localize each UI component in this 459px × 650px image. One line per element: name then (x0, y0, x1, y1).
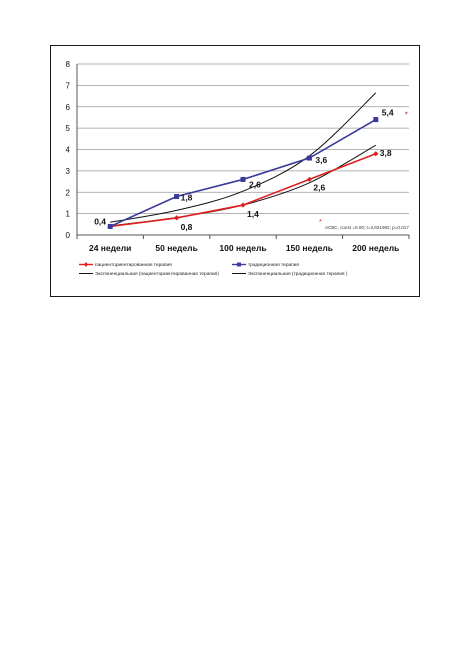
x-tick-label: 200 недель (352, 243, 399, 253)
data-label: 3,6 (315, 155, 327, 165)
data-label: 3,8 (380, 148, 392, 158)
data-point (306, 176, 312, 183)
x-tick-label: 100 недель (219, 243, 266, 253)
y-tick-label: 8 (66, 60, 71, 69)
data-label: 1,8 (181, 193, 193, 203)
data-point (306, 155, 312, 161)
legend-label: Экспоненциальная (пациенториентированная… (95, 271, 219, 277)
data-point (174, 194, 180, 200)
data-point (240, 176, 246, 182)
y-tick-label: 5 (66, 124, 71, 133)
data-label: 2,6 (249, 179, 261, 189)
y-tick-label: 4 (66, 146, 71, 155)
y-tick-label: 1 (66, 210, 71, 219)
annotation-star: * (319, 219, 322, 226)
data-point (373, 151, 379, 157)
legend-label: пациенториентированная терапия (95, 263, 172, 268)
y-tick-label: 7 (66, 81, 71, 90)
data-point (373, 117, 379, 123)
significance-star: * (405, 111, 408, 120)
data-label: 1,4 (247, 209, 259, 219)
trendline (110, 92, 377, 223)
y-tick-label: 6 (66, 103, 71, 112)
annotation-text: АСВС, const =0.00; t=3,921992; p=0.017 (325, 225, 409, 230)
legend-label: традиционная терапия (248, 263, 299, 268)
line-chart: 0 1 2 3 4 5 6 7 8 24 недели 50 недель 100 недель 150… (66, 60, 410, 277)
legend-marker (237, 262, 241, 267)
y-tick-label: 3 (66, 167, 71, 176)
data-label: 5,4 (382, 108, 394, 118)
data-label: 0,4 (94, 216, 106, 226)
y-tick-label: 0 (66, 231, 71, 240)
chart-frame: 0 1 2 3 4 5 6 7 8 24 недели 50 недель 100 недель 150… (50, 45, 420, 297)
x-tick-label: 24 недели (89, 243, 131, 253)
x-tick-label: 50 недель (155, 243, 197, 253)
legend-marker (84, 262, 88, 267)
data-label: 2,6 (313, 182, 325, 192)
x-tick-label: 150 недель (286, 243, 333, 253)
data-point (107, 223, 113, 229)
data-point (174, 215, 180, 221)
y-tick-label: 2 (66, 188, 71, 197)
legend-label: Экспоненциальная (традиционная терапия ) (248, 271, 348, 277)
series-line (109, 118, 377, 228)
data-label: 0,8 (181, 222, 193, 232)
data-point (240, 202, 246, 208)
